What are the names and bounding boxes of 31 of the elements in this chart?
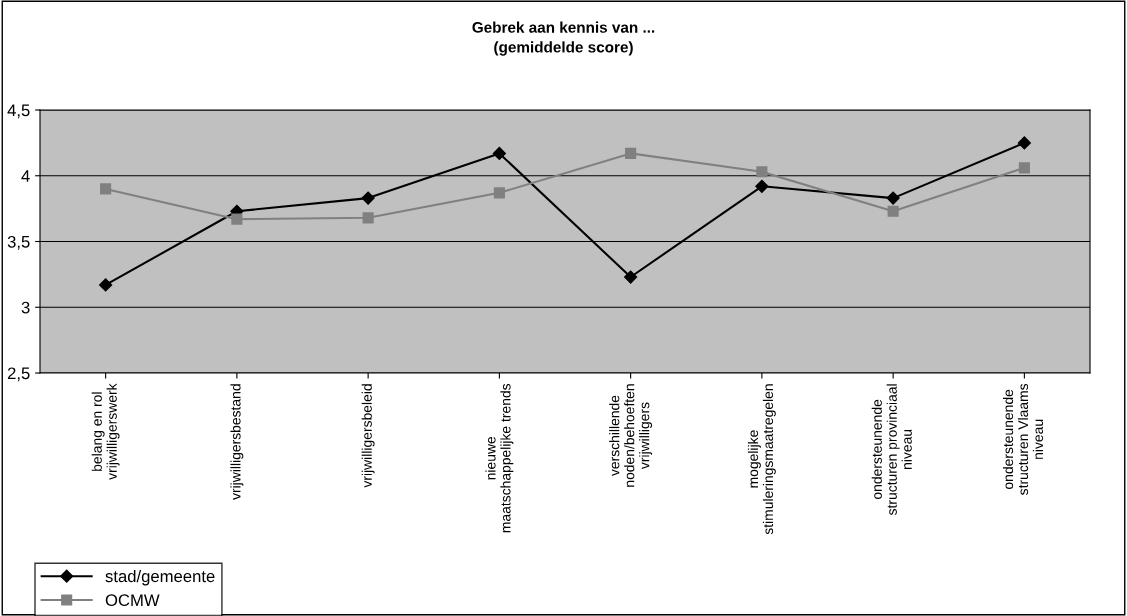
y-tick-label: 3,5 bbox=[7, 235, 30, 250]
point bbox=[1017, 136, 1031, 150]
y-tick-label: 4 bbox=[21, 170, 30, 182]
point bbox=[361, 191, 375, 205]
chart-title: Gebrek aan kennis van ... (gemiddelde score) bbox=[472, 21, 655, 56]
point bbox=[756, 166, 768, 178]
x-tick-label: nieuwe maatschappelijke trends bbox=[485, 383, 514, 533]
x-tick-label: verschillende noden/behoeften vrijwilligers bbox=[609, 384, 653, 487]
point bbox=[100, 183, 112, 195]
x-tick-label: belang en rol vrijwilligerswerk bbox=[91, 383, 120, 480]
point bbox=[624, 270, 638, 284]
point bbox=[625, 147, 637, 159]
point bbox=[231, 213, 243, 225]
point bbox=[99, 278, 113, 292]
point bbox=[755, 179, 769, 193]
x-tick-label: mogelijke stimuleringsmaatregelen bbox=[747, 384, 776, 535]
point bbox=[887, 205, 899, 217]
point bbox=[493, 187, 505, 199]
y-tick-label: 4,5 bbox=[7, 104, 30, 119]
point bbox=[1018, 162, 1030, 174]
point bbox=[886, 191, 900, 205]
point bbox=[362, 212, 374, 224]
x-tick-label: ondersteunende structuren provinciaal niveau bbox=[871, 384, 912, 516]
y-tick-label: 3 bbox=[21, 301, 30, 314]
legend-label: OCMW bbox=[105, 594, 160, 607]
point bbox=[492, 146, 506, 160]
x-tick-label: vrijwilligersbestand bbox=[230, 384, 244, 500]
x-tick-label: ondersteunende structuren Vlaams niveau bbox=[1002, 383, 1044, 495]
y-tick-label: 2,5 bbox=[7, 367, 30, 382]
x-tick-label: vrijwilligersbeleid bbox=[361, 384, 375, 488]
legend-label: stad/gemeente bbox=[105, 569, 215, 586]
